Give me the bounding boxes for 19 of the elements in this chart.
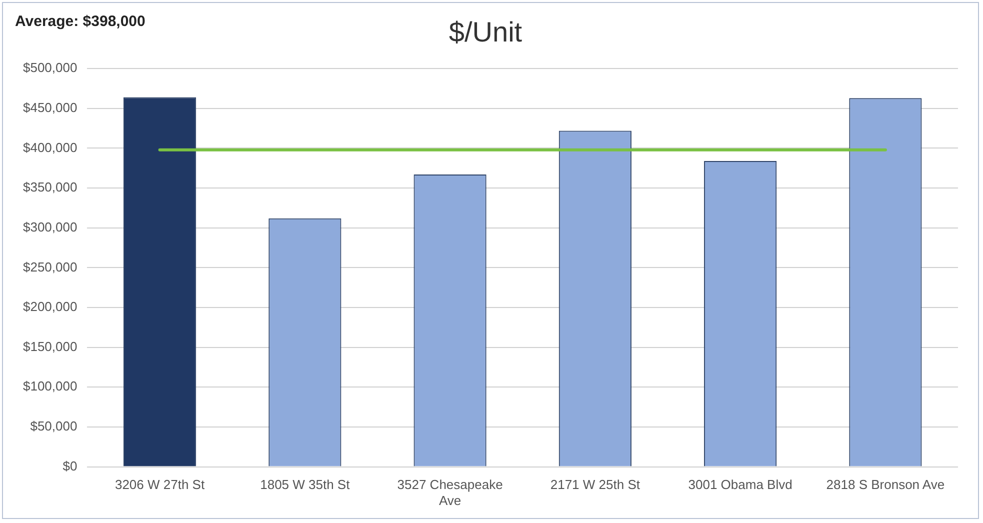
x-tick-label: 3206 W 27th St bbox=[114, 477, 205, 492]
y-tick-label: $500,000 bbox=[22, 60, 78, 76]
y-tick-label: $350,000 bbox=[22, 180, 78, 195]
text: Average: $398,000 bbox=[15, 13, 146, 30]
y-tick-label: $0 bbox=[62, 458, 78, 474]
y-tick-label: $200,000 bbox=[22, 299, 78, 314]
x-tick-label: 3527 Chesapeake Ave bbox=[397, 477, 503, 508]
x-tick-label: 3001 Obama Blvd bbox=[688, 477, 792, 492]
y-tick-label: $150,000 bbox=[22, 338, 78, 354]
y-tick-label: $300,000 bbox=[22, 219, 78, 234]
x-tick-label: 2171 W 25th St bbox=[550, 477, 640, 492]
y-tick-label: $400,000 bbox=[22, 140, 78, 155]
x-tick-label: 1805 W 35th St bbox=[260, 477, 350, 492]
y-tick-label: $50,000 bbox=[30, 418, 78, 434]
y-tick-label: $250,000 bbox=[22, 259, 78, 274]
x-tick-label: 2818 S Bronson Ave bbox=[826, 477, 945, 492]
y-tick-label: $450,000 bbox=[22, 100, 78, 115]
chart-title: $/Unit bbox=[448, 16, 522, 48]
y-tick-label: $100,000 bbox=[22, 378, 78, 394]
